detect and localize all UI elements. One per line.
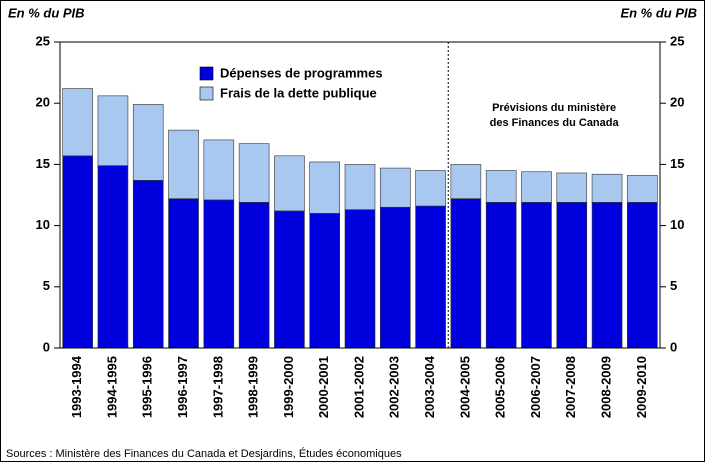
- bar-segment: [97, 165, 129, 349]
- x-tick-label: 2004-2005: [457, 356, 472, 418]
- bar-segment: [521, 171, 552, 203]
- x-tick-label: 1997-1998: [210, 356, 225, 418]
- bar-segment: [521, 202, 552, 349]
- y2-tick-label: 10: [670, 217, 684, 232]
- bar-segment: [344, 164, 376, 210]
- y2-tick-label: 25: [670, 33, 684, 48]
- y-tick-label: 10: [36, 217, 50, 232]
- y2-tick-label: 15: [670, 156, 684, 171]
- x-tick-label: 1999-2000: [281, 356, 296, 418]
- y-tick-label: 20: [36, 95, 50, 110]
- y2-axis-label: En % du PIB: [620, 5, 697, 20]
- legend-label: Frais de la dette publique: [220, 85, 377, 100]
- bar-segment: [379, 206, 411, 349]
- x-tick-label: 2001-2002: [351, 356, 366, 418]
- x-tick-label: 1993-1994: [69, 355, 84, 418]
- bar-segment: [62, 88, 93, 157]
- y-tick-label: 0: [43, 339, 50, 354]
- legend-swatch: [199, 66, 214, 81]
- bar-segment: [62, 155, 93, 349]
- x-tick-label: 2007-2008: [563, 356, 578, 418]
- bar-segment: [168, 129, 199, 199]
- x-tick-label: 2008-2009: [598, 356, 613, 418]
- bar-segment: [238, 143, 270, 203]
- x-tick-label: 1996-1997: [175, 356, 190, 418]
- y-tick-label: 25: [36, 33, 50, 48]
- x-tick-label: 2003-2004: [422, 355, 437, 418]
- legend-swatch: [199, 86, 214, 101]
- bar-segment: [274, 210, 305, 349]
- bar-segment: [203, 199, 235, 349]
- bar-segment: [132, 180, 164, 349]
- y2-tick-label: 20: [670, 95, 684, 110]
- annotation: Prévisions du ministère: [492, 102, 616, 114]
- x-tick-label: 2005-2006: [493, 356, 508, 418]
- bar-segment: [450, 198, 482, 349]
- bar-segment: [309, 161, 341, 214]
- bar-segment: [627, 202, 658, 349]
- bar-segment: [309, 213, 341, 349]
- bar-segment: [97, 95, 129, 166]
- x-tick-label: 1998-1999: [246, 356, 261, 418]
- bar-segment: [627, 175, 658, 203]
- bar-segment: [591, 202, 623, 349]
- source: Sources : Ministère des Finances du Cana…: [6, 447, 402, 460]
- legend-label: Dépenses de programmes: [220, 65, 383, 80]
- x-tick-label: 2002-2003: [387, 356, 402, 418]
- bar-segment: [238, 202, 270, 349]
- bar-segment: [485, 202, 517, 349]
- x-tick-label: 2000-2001: [316, 356, 331, 418]
- bar-segment: [485, 170, 517, 203]
- annotation: des Finances du Canada: [490, 117, 620, 129]
- bar-segment: [415, 205, 446, 349]
- y-axis-label: En % du PIB: [8, 5, 85, 20]
- bar-segment: [556, 172, 588, 203]
- bar-segment: [132, 104, 164, 181]
- bar-segment: [379, 167, 411, 208]
- bar-segment: [344, 209, 376, 349]
- x-tick-label: 1994-1995: [104, 356, 119, 418]
- y2-tick-label: 5: [670, 278, 677, 293]
- bar-segment: [415, 170, 446, 207]
- x-tick-label: 1995-1996: [140, 356, 155, 418]
- y-tick-label: 5: [43, 278, 50, 293]
- x-tick-label: 2006-2007: [528, 356, 543, 418]
- bar-segment: [203, 139, 235, 201]
- bar-segment: [274, 155, 305, 212]
- y2-tick-label: 0: [670, 339, 677, 354]
- bar-segment: [556, 202, 588, 349]
- bar-segment: [450, 164, 482, 199]
- bar-segment: [168, 198, 199, 349]
- x-tick-label: 2009-2010: [634, 356, 649, 418]
- y-tick-label: 15: [36, 156, 50, 171]
- bar-segment: [591, 173, 623, 203]
